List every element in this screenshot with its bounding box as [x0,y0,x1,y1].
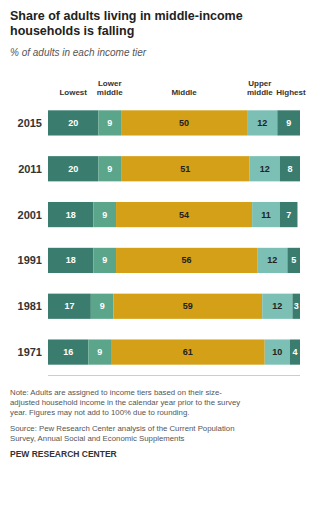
bar-segment [287,248,300,273]
bar-segment [114,294,263,319]
data-labels: 20 9 50 12 9 20 9 51 12 8 18 9 54 11 7 18 9 56 12 5 17 9 59 12 3… [63,118,299,357]
bar-segment [48,156,98,181]
bar-segment [48,110,98,135]
text-line: Highest [276,88,306,97]
bar-segment [48,294,91,319]
data-label: 11 [261,210,271,220]
text-line: Lowest [59,88,87,97]
data-label: 12 [257,118,267,128]
bar-segment [88,339,111,364]
bar-segment [98,110,121,135]
data-label: 9 [107,164,112,174]
y-tick-label: 2015 [18,117,42,129]
y-tick-label: 1981 [18,300,42,312]
y-tick-label: 2011 [18,163,42,175]
bar-segment [250,156,280,181]
series-header: Lowermiddle [97,79,123,97]
series-header: Uppermiddle [247,79,273,97]
text-line: Note: Adults are assigned to income tier… [10,388,222,397]
text-line: Source: Pew Research Center analysis of … [10,424,235,433]
bar-segment [280,156,300,181]
text-line: middle [97,88,123,97]
data-label: 9 [102,210,107,220]
bar-segment [257,248,287,273]
series-header: Lowest [59,88,87,97]
series-header: Middle [171,88,197,97]
data-label: 18 [66,210,76,220]
bar-segment [48,339,88,364]
x-axis-line [48,375,300,376]
bar-segment [121,110,247,135]
bar-segment [93,248,116,273]
bar-segment [48,248,93,273]
bar-segment [48,202,93,227]
text-line: adjusted household income in the calenda… [10,398,240,407]
data-label: 12 [260,164,270,174]
bar-segment [98,156,121,181]
text-line: Upper [248,79,271,88]
data-label: 50 [179,118,189,128]
title: Share of adults living in middle-incomeh… [10,9,243,38]
text-line: middle [247,88,273,97]
bar-segment [111,339,265,364]
data-label: 12 [272,301,282,311]
bar-segment [116,202,252,227]
text-line: Survey, Annual Social and Economic Suppl… [10,434,185,443]
text-line: households is falling [10,24,134,38]
data-label: 10 [272,347,282,357]
annotation: Note: Adults are assigned to income tier… [10,388,240,417]
annotation: PEW RESEARCH CENTER [10,449,117,459]
text-line: PEW RESEARCH CENTER [10,449,117,459]
data-label: 3 [294,301,299,311]
data-label: 8 [287,164,292,174]
bar-segment [290,339,300,364]
bar-segment [262,294,292,319]
data-label: 9 [102,255,107,265]
y-tick-label: 1971 [18,346,42,358]
text-line: Middle [171,88,197,97]
y-tick-label: 1991 [18,254,42,266]
data-label: 18 [66,255,76,265]
chart: Share of adults living in middle-incomeh… [0,0,310,509]
data-label: 61 [183,347,193,357]
annotation: Source: Pew Research Center analysis of … [10,424,235,443]
bar-segment [247,110,277,135]
subtitle: % of adults in each income tier [10,47,147,58]
text-line: Share of adults living in middle-income [10,9,243,23]
bar-segment [91,294,114,319]
text-line: Lower [98,79,122,88]
bar-segment [252,202,280,227]
data-label: 9 [100,301,105,311]
y-tick-label: 2001 [18,209,42,221]
data-label: 7 [286,210,291,220]
data-label: 4 [292,347,297,357]
bar-segment [280,202,298,227]
data-label: 59 [183,301,193,311]
bar-segment [292,294,300,319]
data-label: 51 [180,164,190,174]
data-label: 12 [267,255,277,265]
data-label: 9 [107,118,112,128]
bar-segment [277,110,300,135]
data-label: 20 [68,118,78,128]
data-label: 20 [68,164,78,174]
bar-segment [93,202,116,227]
bar-segment [265,339,290,364]
data-label: 54 [179,210,189,220]
data-label: 5 [291,255,296,265]
text-line: % of adults in each income tier [10,47,147,58]
data-label: 9 [286,118,291,128]
series-header: Highest [276,88,306,97]
data-label: 9 [97,347,102,357]
data-label: 16 [63,347,73,357]
bar-segment [116,248,257,273]
bar-segment [121,156,250,181]
text-line: year. Figures may not add to 100% due to… [10,408,189,417]
bars [48,110,300,364]
data-label: 56 [182,255,192,265]
data-label: 17 [64,301,74,311]
